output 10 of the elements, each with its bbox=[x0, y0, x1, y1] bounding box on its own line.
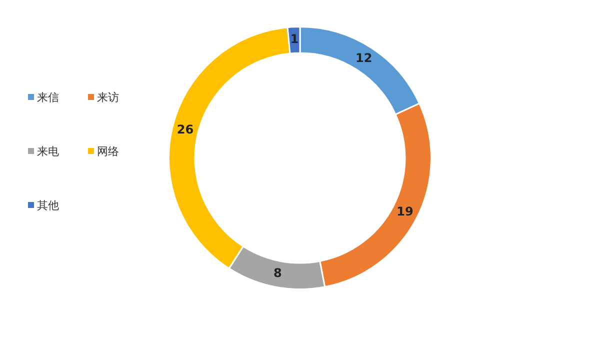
legend-label: 来电 bbox=[37, 144, 59, 159]
data-label: 12 bbox=[356, 50, 372, 65]
data-label: 26 bbox=[176, 122, 194, 136]
legend-label: 来访 bbox=[97, 90, 119, 105]
data-label: 8 bbox=[273, 266, 282, 280]
data-label: 1 bbox=[290, 32, 299, 46]
legend-label: 来信 bbox=[37, 90, 59, 105]
legend-label: 其他 bbox=[37, 198, 59, 213]
data-label: 19 bbox=[396, 204, 414, 218]
legend-label: 网络 bbox=[97, 144, 119, 159]
